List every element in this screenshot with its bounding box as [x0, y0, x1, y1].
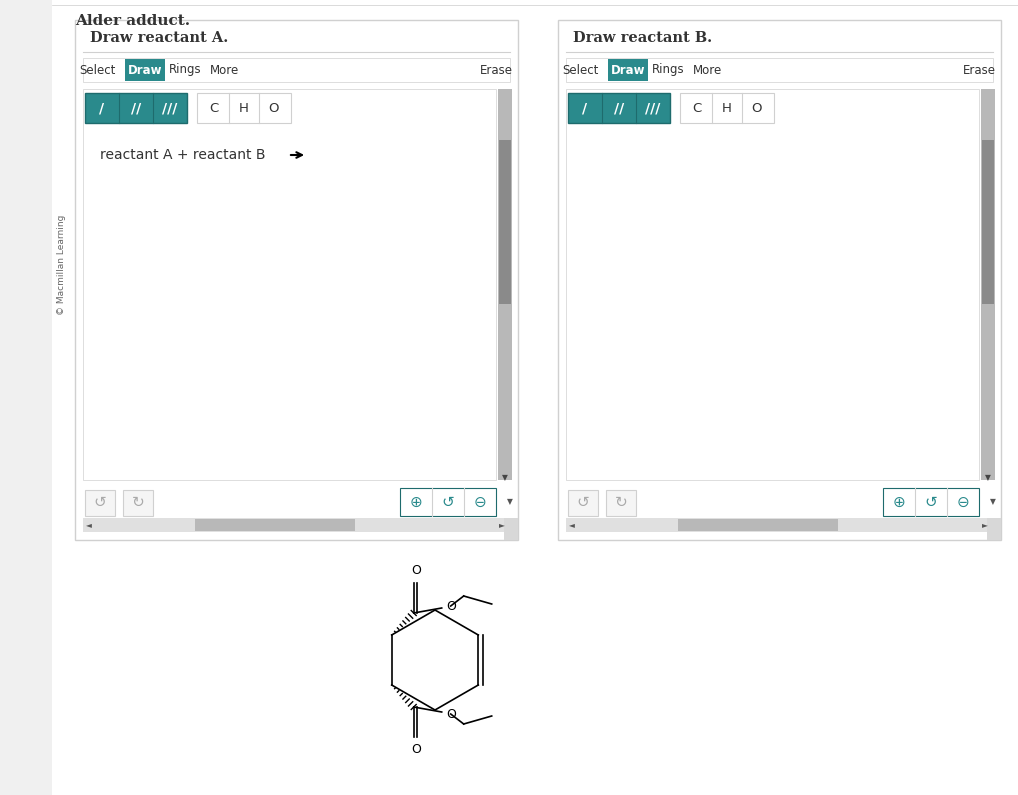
Text: ▼: ▼ [985, 474, 991, 483]
Bar [75, 20, 518, 540]
Text: C: C [210, 102, 219, 114]
Text: Select: Select [562, 64, 599, 76]
Bar [568, 93, 670, 123]
Text: ↺: ↺ [442, 494, 454, 510]
Bar [83, 518, 506, 532]
Text: More: More [693, 64, 723, 76]
Text: ▼: ▼ [991, 498, 996, 506]
Text: ⊖: ⊖ [957, 494, 969, 510]
Text: ///: /// [645, 101, 661, 115]
Bar [125, 59, 165, 81]
Text: Rings: Rings [169, 64, 202, 76]
Text: ⊖: ⊖ [473, 494, 487, 510]
Text: H: H [722, 102, 732, 114]
Text: O: O [447, 599, 457, 612]
Bar [566, 58, 993, 82]
Text: O: O [410, 564, 420, 577]
Text: Erase: Erase [962, 64, 996, 76]
Bar [558, 20, 1001, 540]
Bar [678, 519, 838, 531]
Text: ⊕: ⊕ [893, 494, 905, 510]
Bar [608, 59, 648, 81]
Text: More: More [211, 64, 239, 76]
Text: Select: Select [78, 64, 115, 76]
Bar [84, 490, 115, 516]
Bar [84, 93, 187, 123]
Text: O: O [410, 743, 420, 756]
Text: reactant A + reactant B: reactant A + reactant B [100, 148, 266, 162]
Text: Erase: Erase [479, 64, 512, 76]
Bar [195, 519, 355, 531]
Text: C: C [692, 102, 701, 114]
Text: H: H [239, 102, 249, 114]
Text: ↺: ↺ [576, 494, 589, 510]
Bar [982, 140, 994, 304]
Bar [680, 93, 774, 123]
Text: ↺: ↺ [94, 494, 106, 510]
Bar [123, 490, 153, 516]
Text: //: // [614, 101, 624, 115]
Bar [987, 518, 1001, 540]
Bar [498, 89, 512, 480]
Text: O: O [447, 708, 457, 720]
Text: ⊕: ⊕ [409, 494, 422, 510]
Text: ▼: ▼ [507, 498, 513, 506]
Text: Alder adduct.: Alder adduct. [75, 14, 190, 28]
Bar [83, 58, 510, 82]
Text: /: / [100, 101, 105, 115]
Text: ►: ► [982, 521, 987, 529]
Bar [981, 89, 995, 480]
Bar [566, 518, 989, 532]
Text: ↻: ↻ [131, 494, 145, 510]
Bar [883, 488, 979, 516]
Bar [606, 490, 636, 516]
Bar [499, 140, 511, 304]
Text: ◄: ◄ [569, 521, 575, 529]
Bar [566, 89, 979, 480]
Text: ◄: ◄ [87, 521, 92, 529]
Text: Rings: Rings [652, 64, 684, 76]
Text: ↻: ↻ [615, 494, 627, 510]
Bar [504, 518, 518, 540]
Text: ///: /// [162, 101, 178, 115]
Text: O: O [269, 102, 279, 114]
Text: © Macmillan Learning: © Macmillan Learning [57, 215, 66, 315]
Bar [400, 488, 496, 516]
Text: O: O [751, 102, 762, 114]
Text: /: / [582, 101, 587, 115]
Text: ►: ► [499, 521, 505, 529]
Bar [568, 490, 598, 516]
Bar [83, 89, 496, 480]
Text: Draw reactant A.: Draw reactant A. [90, 31, 228, 45]
Text: ▼: ▼ [502, 474, 508, 483]
Text: ↺: ↺ [924, 494, 938, 510]
Text: Draw: Draw [127, 64, 162, 76]
Text: Draw: Draw [611, 64, 645, 76]
Bar [197, 93, 291, 123]
Text: Draw reactant B.: Draw reactant B. [573, 31, 713, 45]
Text: //: // [131, 101, 142, 115]
